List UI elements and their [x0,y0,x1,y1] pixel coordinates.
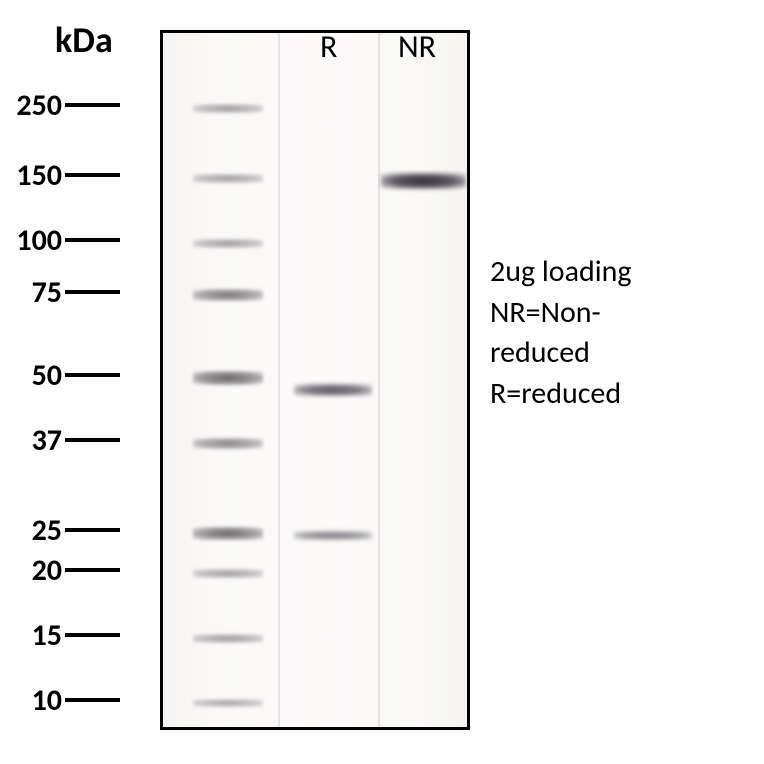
legend-line: R=reduced [490,374,631,415]
marker-label: 15 [2,617,62,654]
gel-image [160,30,470,730]
marker-label: 25 [2,512,62,549]
ladder-band [193,569,263,578]
marker-label: 10 [2,682,62,719]
marker-label: 75 [2,274,62,311]
marker-tick [65,290,120,294]
marker-tick [65,373,120,377]
sample-band [294,531,372,540]
ladder-band [193,527,263,540]
marker-label: 250 [2,87,62,124]
ladder-band [193,634,263,643]
ladder-band [193,289,263,301]
marker-label: 37 [2,422,62,459]
marker-tick [65,438,120,442]
legend-line: 2ug loading [490,252,631,293]
legend-line: NR=Non- [490,293,631,334]
ladder-band [193,438,263,449]
marker-tick [65,103,120,107]
marker-tick [65,568,120,572]
marker-label: 50 [2,357,62,394]
lane-label-nr: NR [398,27,436,66]
legend-text: 2ug loadingNR=Non-reducedR=reduced [490,252,631,414]
sample-band [381,173,466,189]
lane-divider [378,33,380,727]
ladder-band [193,104,263,113]
ladder-band [193,174,263,183]
marker-tick [65,238,120,242]
lane-divider [278,33,280,727]
marker-tick [65,698,120,702]
sample-band [294,384,372,396]
lane-label-r: R [320,27,337,66]
ladder-band [193,699,263,707]
marker-tick [65,173,120,177]
ladder-band [193,239,263,248]
marker-label: 150 [2,157,62,194]
marker-tick [65,633,120,637]
ladder-band [193,371,263,385]
marker-tick [65,528,120,532]
marker-label: 20 [2,552,62,589]
kda-axis-title: kDa [55,18,113,62]
legend-line: reduced [490,333,631,374]
marker-label: 100 [2,222,62,259]
